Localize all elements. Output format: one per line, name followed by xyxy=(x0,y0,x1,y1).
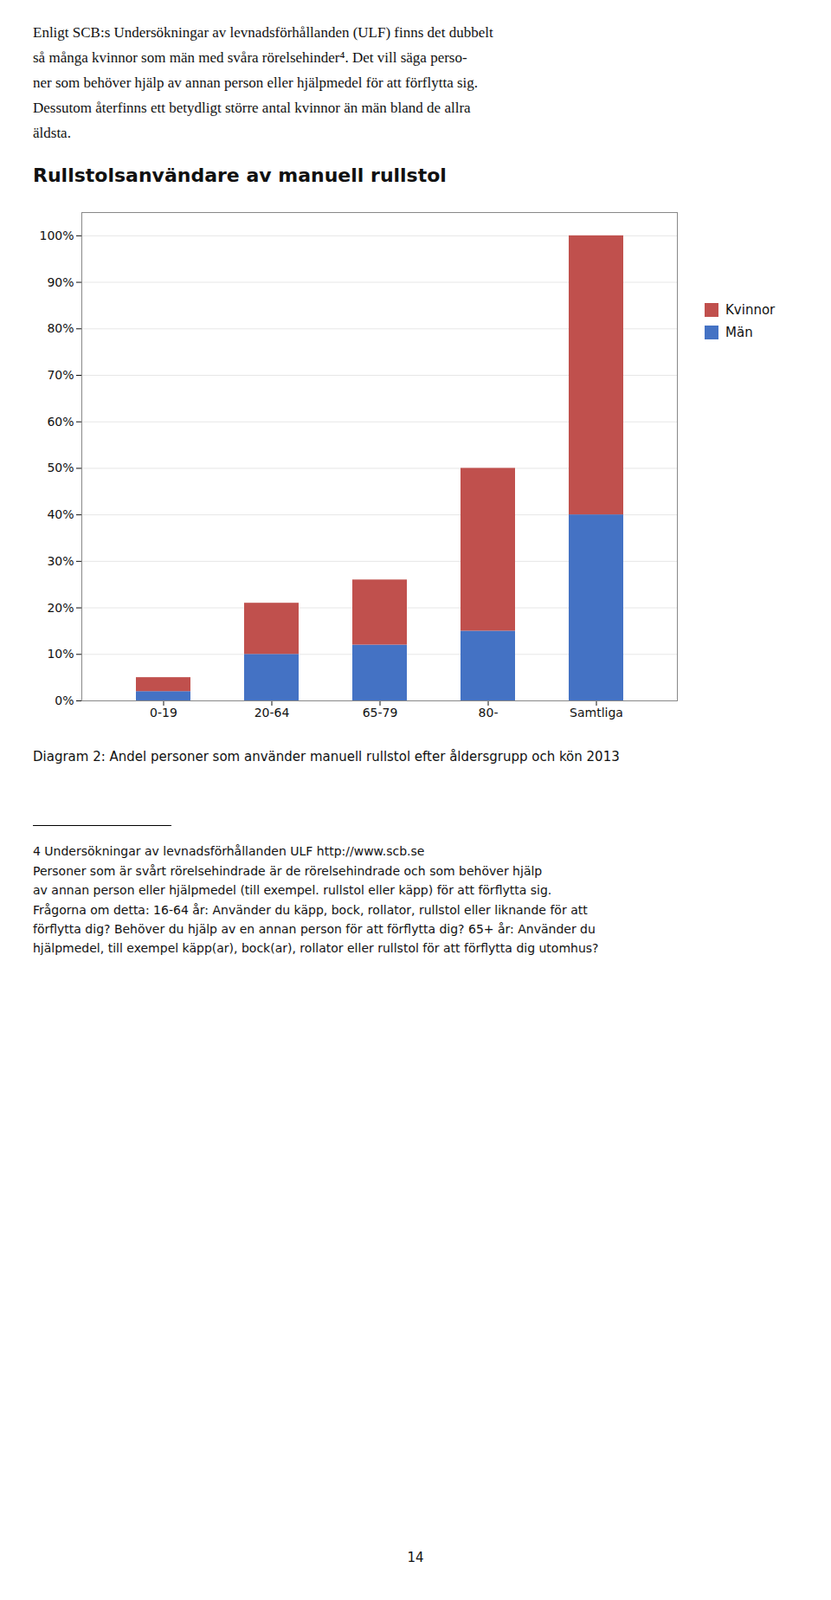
html-text:Personer som är svårt rörelseh: Personer som är svårt rörelsehindrade är… xyxy=(32,863,543,878)
html-text:ner som behöver hjälp av annan: ner som behöver hjälp av annan person el… xyxy=(32,74,478,91)
svg-text:30%: 30% xyxy=(46,554,74,568)
svg-text:80%: 80% xyxy=(46,322,74,336)
html-text:av annan person eller hjälpmed: av annan person eller hjälpmedel (till e… xyxy=(32,883,552,897)
html-text:Kvinnor: Kvinnor xyxy=(725,302,775,319)
html-text:14: 14 xyxy=(407,1549,424,1566)
html-text:hjälpmedel, till exempel käpp(: hjälpmedel, till exempel käpp(ar), bock(… xyxy=(32,941,599,956)
svg-text:90%: 90% xyxy=(46,275,74,290)
svg-text:70%: 70% xyxy=(46,367,74,382)
svg-text:100%: 100% xyxy=(38,228,74,243)
html-text:Män: Män xyxy=(725,325,753,341)
svg-text:20%: 20% xyxy=(46,600,74,615)
svg-text:40%: 40% xyxy=(46,508,74,522)
html-text:Rullstolsanvändare av manuell: Rullstolsanvändare av manuell rullstol xyxy=(32,164,447,187)
svg-text:0-19: 0-19 xyxy=(149,706,178,721)
svg-text:Samtliga: Samtliga xyxy=(569,706,624,721)
svg-text:10%: 10% xyxy=(46,647,74,662)
html-text:Dessutom återfinns ett betydli: Dessutom återfinns ett betydligt större … xyxy=(32,99,471,116)
svg-text:0%: 0% xyxy=(54,693,74,708)
html-text:förflytta dig? Behöver du hjäl: förflytta dig? Behöver du hjälp av en an… xyxy=(32,921,596,936)
svg-text:50%: 50% xyxy=(46,461,74,476)
svg-text:65-79: 65-79 xyxy=(362,706,399,721)
svg-text:80-: 80- xyxy=(478,706,499,721)
html-text:4 Undersökningar av levnadsför: 4 Undersökningar av levnadsförhållanden … xyxy=(32,844,425,859)
html-text:så många kvinnor som män med s: så många kvinnor som män med svåra rörel… xyxy=(32,49,468,66)
svg-text:20-64: 20-64 xyxy=(254,706,290,721)
html-text:äldsta.: äldsta. xyxy=(32,124,71,141)
svg-text:60%: 60% xyxy=(46,414,74,429)
html-text:Frågorna om detta: 16-64 år: A: Frågorna om detta: 16-64 år: Använder du… xyxy=(32,902,588,917)
html-text:Diagram 2: Andel personer som: Diagram 2: Andel personer som använder m… xyxy=(32,749,620,765)
html-text:Enligt SCB:s Undersökningar av: Enligt SCB:s Undersökningar av levnadsfö… xyxy=(32,24,494,41)
